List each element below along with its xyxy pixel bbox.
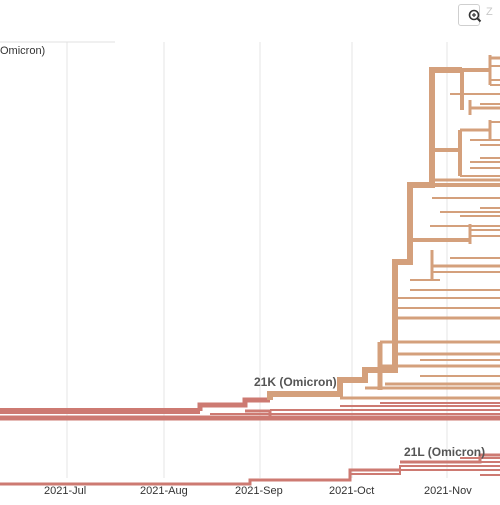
axis-tick-label: 2021-Oct bbox=[329, 485, 374, 497]
legend-entry-label: Omicron) bbox=[0, 45, 46, 57]
basal-branches[interactable] bbox=[0, 397, 500, 421]
clade-label-21L[interactable]: 21L (Omicron) bbox=[404, 445, 485, 459]
zoom-label[interactable]: Z bbox=[486, 6, 493, 18]
axis-tick-label: 2021-Nov bbox=[424, 485, 472, 497]
axis-tick-label: 2021-Jul bbox=[44, 485, 86, 497]
clade-21L-branches[interactable] bbox=[0, 453, 500, 486]
clade-label-21K[interactable]: 21K (Omicron) bbox=[254, 375, 337, 389]
axis-tick-label: 2021-Aug bbox=[140, 485, 188, 497]
legend-entry[interactable]: Omicron) bbox=[0, 45, 45, 57]
clade-21K-branches[interactable] bbox=[267, 55, 500, 400]
magnifier-zoom-in-icon bbox=[468, 9, 482, 23]
time-axis: 2021-Jul 2021-Aug 2021-Sep 2021-Oct 2021… bbox=[44, 485, 472, 497]
axis-tick-label: 2021-Sep bbox=[235, 485, 283, 497]
zoom-in-button[interactable] bbox=[458, 4, 482, 26]
time-grid bbox=[0, 41, 448, 478]
